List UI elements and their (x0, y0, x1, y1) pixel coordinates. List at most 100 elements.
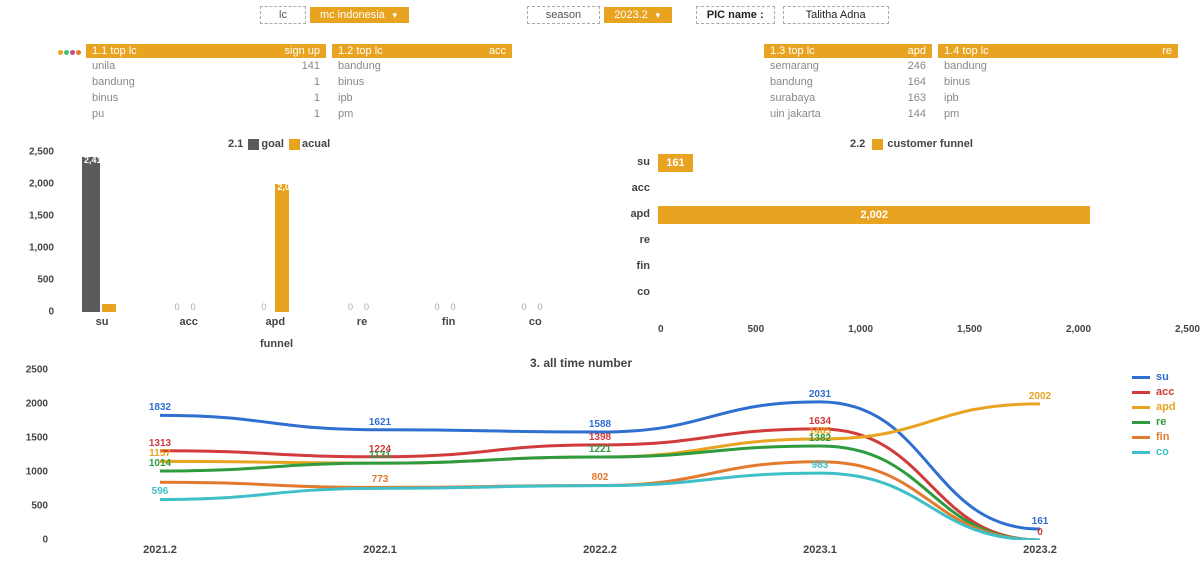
customer-funnel-bar-chart: su161accapd2,002refinco05001,0001,5002,0… (610, 152, 1200, 348)
legend-item: su (1132, 371, 1184, 383)
side-color-dots (58, 48, 82, 57)
table-row: bandung (332, 58, 512, 74)
chart21-legend: 2.1 goal acual (228, 138, 330, 150)
y-tick: 1,500 (29, 211, 54, 222)
y-tick: 2500 (26, 365, 48, 376)
y-tick: 2,500 (29, 147, 54, 158)
chart22-legend: 2.2 customer funnel (850, 138, 973, 150)
x-category: 2022.1 (363, 544, 397, 556)
point-label: 983 (812, 460, 829, 471)
x-category: fin (419, 316, 479, 328)
lc-filter-select[interactable]: mc indonesia ▼ (310, 7, 409, 23)
pic-name-value: Talitha Adna (783, 6, 889, 24)
legend-item: apd (1132, 401, 1184, 413)
y-category: apd (610, 208, 650, 220)
y-tick: 1,000 (29, 243, 54, 254)
x-category: 2023.2 (1023, 544, 1057, 556)
x-tick: 2,500 (1175, 324, 1200, 335)
top-lc-tables: 1.1 top lcsign upunila141bandung1binus1p… (86, 44, 1196, 122)
x-category: 2021.2 (143, 544, 177, 556)
point-label: 1588 (589, 419, 611, 430)
chevron-down-icon: ▼ (391, 11, 399, 20)
point-label: 1313 (149, 438, 171, 449)
y-category: su (610, 156, 650, 168)
chart3-title: 3. all time number (530, 356, 632, 370)
point-label: 2002 (1029, 391, 1051, 402)
table-row: bandung164 (764, 74, 932, 90)
x-tick: 0 (658, 324, 664, 335)
point-label: 1221 (589, 444, 611, 455)
point-label: 161 (1032, 516, 1049, 527)
table-row: unila141 (86, 58, 326, 74)
x-category: re (332, 316, 392, 328)
point-label: 1014 (149, 458, 171, 469)
y-tick: 1000 (26, 467, 48, 478)
y-category: re (610, 234, 650, 246)
table-row: semarang246 (764, 58, 932, 74)
table-header: 1.4 top lcre (938, 44, 1178, 58)
season-filter-value: 2023.2 (614, 9, 648, 21)
table-row: surabaya163 (764, 90, 932, 106)
table-row: binus (938, 74, 1178, 90)
point-label: 1382 (809, 433, 831, 444)
y-tick: 2,000 (29, 179, 54, 190)
x-category: 2023.1 (803, 544, 837, 556)
table-row: ipb (332, 90, 512, 106)
point-label: 1131 (369, 450, 391, 461)
x-category: acc (159, 316, 219, 328)
point-label: 773 (372, 474, 389, 485)
point-label: 1398 (589, 432, 611, 443)
point-label: 2031 (809, 389, 831, 400)
y-tick: 2000 (26, 399, 48, 410)
x-tick: 2,000 (1066, 324, 1091, 335)
lc-filter-label: lc (260, 6, 306, 24)
x-tick: 1,000 (848, 324, 873, 335)
point-label: 1832 (149, 402, 171, 413)
goal-vs-actual-bar-chart: 05001,0001,5002,0002,500 2,417su00acc2,0… (10, 152, 600, 348)
funnel-bar: 161 (658, 154, 693, 172)
top-lc-table: 1.1 top lcsign upunila141bandung1binus1p… (86, 44, 326, 122)
y-category: fin (610, 260, 650, 272)
line-chart-svg (60, 370, 1120, 540)
table-header: 1.1 top lcsign up (86, 44, 326, 58)
top-lc-table: 1.4 top lcrebandungbinusipbpm (938, 44, 1178, 122)
table-row: pm (938, 106, 1178, 122)
table-row: pm (332, 106, 512, 122)
legend-item: re (1132, 416, 1184, 428)
section-3: 3. all time number 05001000150020002500 … (10, 356, 1184, 572)
table-row: pu1 (86, 106, 326, 122)
point-label: 802 (592, 472, 609, 483)
season-filter-select[interactable]: 2023.2 ▼ (604, 7, 672, 23)
legend-item: fin (1132, 431, 1184, 443)
y-category: acc (610, 182, 650, 194)
y-tick: 500 (37, 275, 54, 286)
chevron-down-icon: ▼ (654, 11, 662, 20)
top-lc-table: 1.3 top lcapdsemarang246bandung164suraba… (764, 44, 932, 122)
y-category: co (610, 286, 650, 298)
y-tick: 500 (31, 501, 48, 512)
y-tick: 1500 (26, 433, 48, 444)
x-tick: 500 (747, 324, 764, 335)
table-row: ipb (938, 90, 1178, 106)
section-2: 2.1 goal acual 2.2 customer funnel 0 500 1… (10, 138, 1190, 348)
x-category: 2022.2 (583, 544, 617, 556)
chart3-legend: su acc apd re fin co (1132, 368, 1184, 461)
point-label: 1621 (369, 417, 391, 428)
legend-item: acc (1132, 386, 1184, 398)
season-filter-label: season (527, 6, 600, 24)
table-row: binus (332, 74, 512, 90)
table-row: bandung (938, 58, 1178, 74)
x-category: apd (245, 316, 305, 328)
y-tick: 0 (48, 307, 54, 318)
top-lc-table: 1.2 top lcaccbandungbinusipbpm (332, 44, 512, 122)
all-time-line-chart: 05001000150020002500 1832162115882031161… (10, 370, 1130, 558)
point-label: 596 (152, 486, 169, 497)
table-row: uin jakarta144 (764, 106, 932, 122)
y-tick: 0 (42, 535, 48, 546)
lc-filter-value: mc indonesia (320, 9, 385, 21)
legend-item: co (1132, 446, 1184, 458)
x-tick: 1,500 (957, 324, 982, 335)
table-header: 1.3 top lcapd (764, 44, 932, 58)
table-row: binus1 (86, 90, 326, 106)
x-category: su (72, 316, 132, 328)
